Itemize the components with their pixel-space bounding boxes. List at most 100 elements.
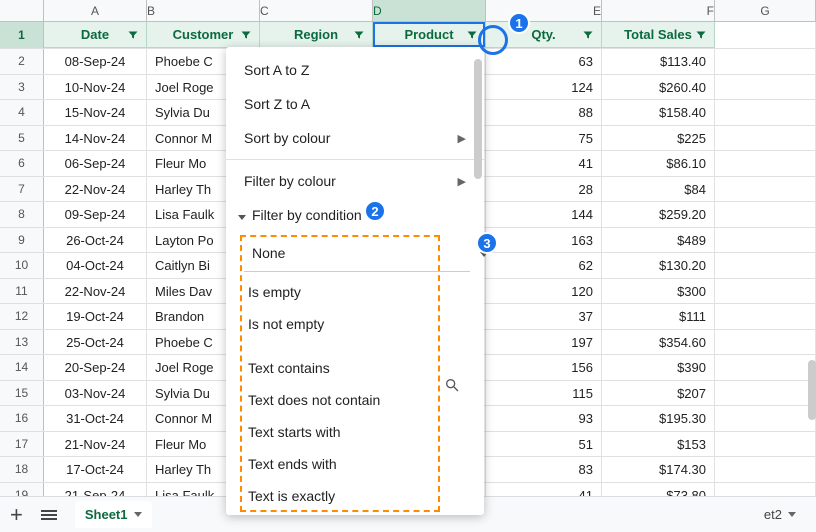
- condition-option[interactable]: Is not empty: [226, 308, 484, 340]
- cell-qty[interactable]: 88: [486, 100, 602, 125]
- filter-icon[interactable]: [237, 26, 255, 44]
- cell-empty[interactable]: [715, 177, 816, 202]
- header-total[interactable]: Total Sales: [602, 22, 715, 48]
- cell-date[interactable]: 31-Oct-24: [44, 406, 147, 431]
- col-header-B[interactable]: B: [147, 0, 260, 21]
- cell-total[interactable]: $207: [602, 381, 715, 406]
- row-header[interactable]: 18: [0, 457, 44, 482]
- row-header-1[interactable]: 1: [0, 22, 44, 48]
- tab-menu-icon[interactable]: [134, 512, 142, 517]
- row-header[interactable]: 15: [0, 381, 44, 406]
- row-header[interactable]: 4: [0, 100, 44, 125]
- cell-empty[interactable]: [715, 406, 816, 431]
- row-header[interactable]: 5: [0, 126, 44, 151]
- condition-option[interactable]: Text ends with: [226, 448, 484, 480]
- row-header[interactable]: 8: [0, 202, 44, 227]
- search-icon[interactable]: [444, 377, 460, 396]
- header-product[interactable]: Product: [373, 22, 486, 48]
- condition-option[interactable]: Text starts with: [226, 416, 484, 448]
- row-header[interactable]: 10: [0, 253, 44, 278]
- cell-empty[interactable]: [715, 457, 816, 482]
- cell-empty[interactable]: [715, 75, 816, 100]
- cell-date[interactable]: 17-Oct-24: [44, 457, 147, 482]
- col-header-A[interactable]: A: [44, 0, 147, 21]
- cell-qty[interactable]: 28: [486, 177, 602, 202]
- cell-total[interactable]: $111: [602, 304, 715, 329]
- col-header-D[interactable]: D: [373, 0, 486, 21]
- select-all-corner[interactable]: [0, 0, 44, 21]
- col-header-G[interactable]: G: [715, 0, 816, 21]
- cell-qty[interactable]: 163: [486, 228, 602, 253]
- col-header-E[interactable]: E: [486, 0, 602, 21]
- cell-qty[interactable]: 115: [486, 381, 602, 406]
- cell-total[interactable]: $195.30: [602, 406, 715, 431]
- cell-qty[interactable]: 144: [486, 202, 602, 227]
- sort-by-colour[interactable]: Sort by colour▶: [226, 121, 484, 155]
- filter-by-condition[interactable]: Filter by condition: [226, 198, 484, 232]
- cell-qty[interactable]: 83: [486, 457, 602, 482]
- row-header[interactable]: 9: [0, 228, 44, 253]
- cell-total[interactable]: $86.10: [602, 151, 715, 176]
- cell-qty[interactable]: 41: [486, 151, 602, 176]
- cell-total[interactable]: $153: [602, 432, 715, 457]
- cell-total[interactable]: $259.20: [602, 202, 715, 227]
- filter-by-colour[interactable]: Filter by colour▶: [226, 164, 484, 198]
- cell-qty[interactable]: 63: [486, 49, 602, 74]
- row-header[interactable]: 13: [0, 330, 44, 355]
- cell-total[interactable]: $174.30: [602, 457, 715, 482]
- row-header[interactable]: 7: [0, 177, 44, 202]
- tab-sheet1[interactable]: Sheet1: [75, 501, 152, 528]
- add-sheet-button[interactable]: +: [10, 502, 23, 528]
- cell-total[interactable]: $84: [602, 177, 715, 202]
- cell-total[interactable]: $130.20: [602, 253, 715, 278]
- cell-date[interactable]: 03-Nov-24: [44, 381, 147, 406]
- cell-total[interactable]: $354.60: [602, 330, 715, 355]
- cell-qty[interactable]: 124: [486, 75, 602, 100]
- row-header[interactable]: 14: [0, 355, 44, 380]
- cell-empty[interactable]: [715, 330, 816, 355]
- all-sheets-button[interactable]: [41, 508, 57, 522]
- cell-date[interactable]: 22-Nov-24: [44, 177, 147, 202]
- cell-date[interactable]: 25-Oct-24: [44, 330, 147, 355]
- cell-qty[interactable]: 51: [486, 432, 602, 457]
- cell-empty[interactable]: [715, 381, 816, 406]
- cell-total[interactable]: $158.40: [602, 100, 715, 125]
- cell-empty[interactable]: [715, 151, 816, 176]
- cell-date[interactable]: 14-Nov-24: [44, 126, 147, 151]
- cell-empty[interactable]: [715, 304, 816, 329]
- condition-option[interactable]: Text is exactly: [226, 480, 484, 512]
- cell-qty[interactable]: 156: [486, 355, 602, 380]
- cell-date[interactable]: 19-Oct-24: [44, 304, 147, 329]
- cell-qty[interactable]: 197: [486, 330, 602, 355]
- row-header[interactable]: 3: [0, 75, 44, 100]
- cell-empty[interactable]: [715, 228, 816, 253]
- col-header-F[interactable]: F: [602, 0, 715, 21]
- cell-qty[interactable]: 75: [486, 126, 602, 151]
- col-header-C[interactable]: C: [260, 0, 373, 21]
- condition-scrollbar[interactable]: [808, 320, 816, 500]
- cell-total[interactable]: $260.40: [602, 75, 715, 100]
- cell-date[interactable]: 26-Oct-24: [44, 228, 147, 253]
- header-customer[interactable]: Customer: [147, 22, 260, 48]
- cell-date[interactable]: 20-Sep-24: [44, 355, 147, 380]
- cell-date[interactable]: 09-Sep-24: [44, 202, 147, 227]
- row-header[interactable]: 11: [0, 279, 44, 304]
- cell-date[interactable]: 15-Nov-24: [44, 100, 147, 125]
- cell-empty[interactable]: [715, 126, 816, 151]
- cell-total[interactable]: $390: [602, 355, 715, 380]
- header-region[interactable]: Region: [260, 22, 373, 48]
- condition-select[interactable]: None: [244, 235, 470, 272]
- cell-empty[interactable]: [715, 432, 816, 457]
- tab-menu-icon[interactable]: [788, 512, 796, 517]
- cell-date[interactable]: 21-Nov-24: [44, 432, 147, 457]
- cell-qty[interactable]: 93: [486, 406, 602, 431]
- cell-qty[interactable]: 62: [486, 253, 602, 278]
- row-header[interactable]: 16: [0, 406, 44, 431]
- filter-icon[interactable]: [692, 26, 710, 44]
- cell-empty[interactable]: [715, 49, 816, 74]
- cell-total[interactable]: $300: [602, 279, 715, 304]
- cell-empty[interactable]: [715, 355, 816, 380]
- row-header[interactable]: 12: [0, 304, 44, 329]
- row-header[interactable]: 2: [0, 49, 44, 74]
- cell-date[interactable]: 10-Nov-24: [44, 75, 147, 100]
